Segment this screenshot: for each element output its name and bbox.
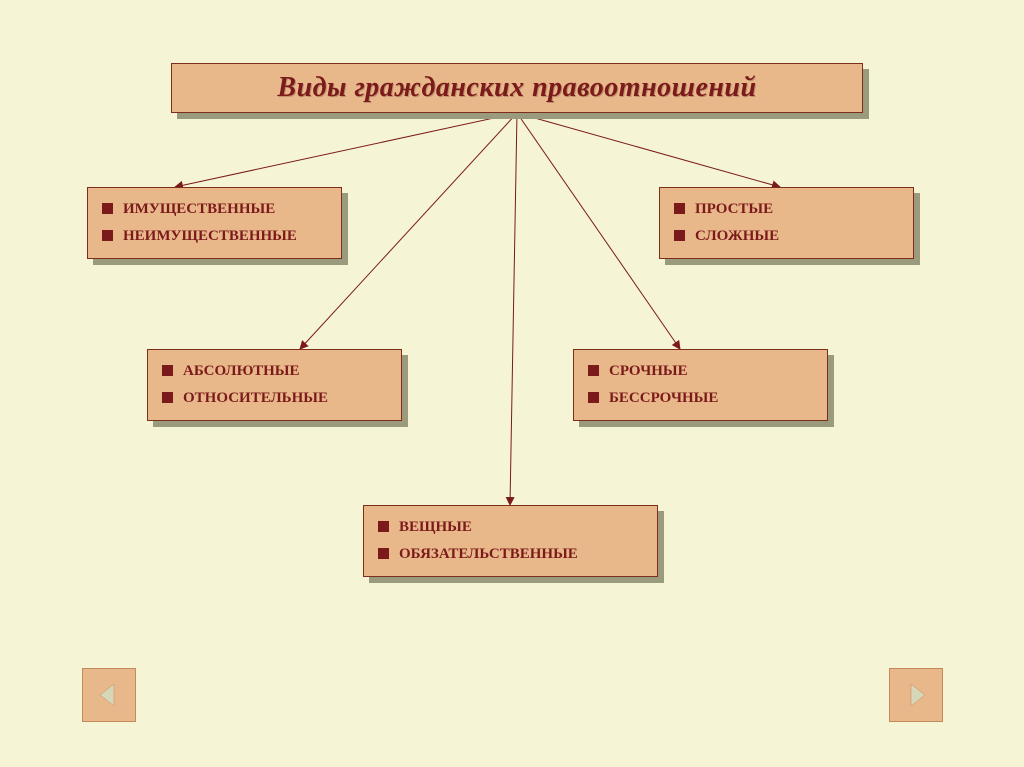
nav-prev-button[interactable] <box>82 668 136 722</box>
square-bullet-icon <box>102 230 113 241</box>
list-item: ОБЯЗАТЕЛЬСТВЕННЫЕ <box>378 546 657 563</box>
connector-line <box>517 113 680 349</box>
square-bullet-icon <box>162 392 173 403</box>
square-bullet-icon <box>102 203 113 214</box>
connector-line <box>510 113 517 505</box>
list-item: НЕИМУЩЕСТВЕННЫЕ <box>102 228 341 245</box>
square-bullet-icon <box>674 203 685 214</box>
square-bullet-icon <box>588 392 599 403</box>
list-item-label: АБСОЛЮТНЫЕ <box>183 363 300 379</box>
node-property: ИМУЩЕСТВЕННЫЕ НЕИМУЩЕСТВЕННЫЕ <box>87 187 342 259</box>
title-box: Виды гражданских правоотношений <box>171 63 863 113</box>
node-absolute-list: АБСОЛЮТНЫЕ ОТНОСИТЕЛЬНЫЕ <box>148 350 401 420</box>
list-item: АБСОЛЮТНЫЕ <box>162 363 401 380</box>
arrow-left-icon <box>94 680 124 710</box>
connector-line <box>175 113 517 187</box>
list-item-label: НЕИМУЩЕСТВЕННЫЕ <box>123 228 297 244</box>
list-item-label: ОТНОСИТЕЛЬНЫЕ <box>183 390 328 406</box>
connector-line <box>517 113 780 187</box>
list-item: БЕССРОЧНЫЕ <box>588 390 827 407</box>
list-item-label: СРОЧНЫЕ <box>609 363 688 379</box>
list-item-label: ИМУЩЕСТВЕННЫЕ <box>123 201 275 217</box>
square-bullet-icon <box>378 521 389 532</box>
list-item: СЛОЖНЫЕ <box>674 228 913 245</box>
square-bullet-icon <box>378 548 389 559</box>
node-term-list: СРОЧНЫЕ БЕССРОЧНЫЕ <box>574 350 827 420</box>
square-bullet-icon <box>674 230 685 241</box>
diagram-canvas: Виды гражданских правоотношений ИМУЩЕСТВЕ… <box>0 0 1024 767</box>
list-item: ВЕЩНЫЕ <box>378 519 657 536</box>
list-item-label: ВЕЩНЫЕ <box>399 519 472 535</box>
list-item-label: СЛОЖНЫЕ <box>695 228 779 244</box>
list-item-label: БЕССРОЧНЫЕ <box>609 390 718 406</box>
node-property-list: ИМУЩЕСТВЕННЫЕ НЕИМУЩЕСТВЕННЫЕ <box>88 188 341 258</box>
node-absolute: АБСОЛЮТНЫЕ ОТНОСИТЕЛЬНЫЕ <box>147 349 402 421</box>
diagram-title: Виды гражданских правоотношений <box>172 64 862 112</box>
list-item: ИМУЩЕСТВЕННЫЕ <box>102 201 341 218</box>
list-item-label: ОБЯЗАТЕЛЬСТВЕННЫЕ <box>399 546 578 562</box>
node-simple: ПРОСТЫЕ СЛОЖНЫЕ <box>659 187 914 259</box>
list-item: ОТНОСИТЕЛЬНЫЕ <box>162 390 401 407</box>
square-bullet-icon <box>162 365 173 376</box>
list-item: ПРОСТЫЕ <box>674 201 913 218</box>
list-item: СРОЧНЫЕ <box>588 363 827 380</box>
node-real: ВЕЩНЫЕ ОБЯЗАТЕЛЬСТВЕННЫЕ <box>363 505 658 577</box>
square-bullet-icon <box>588 365 599 376</box>
nav-next-button[interactable] <box>889 668 943 722</box>
list-item-label: ПРОСТЫЕ <box>695 201 773 217</box>
node-simple-list: ПРОСТЫЕ СЛОЖНЫЕ <box>660 188 913 258</box>
arrow-right-icon <box>901 680 931 710</box>
node-term: СРОЧНЫЕ БЕССРОЧНЫЕ <box>573 349 828 421</box>
node-real-list: ВЕЩНЫЕ ОБЯЗАТЕЛЬСТВЕННЫЕ <box>364 506 657 576</box>
